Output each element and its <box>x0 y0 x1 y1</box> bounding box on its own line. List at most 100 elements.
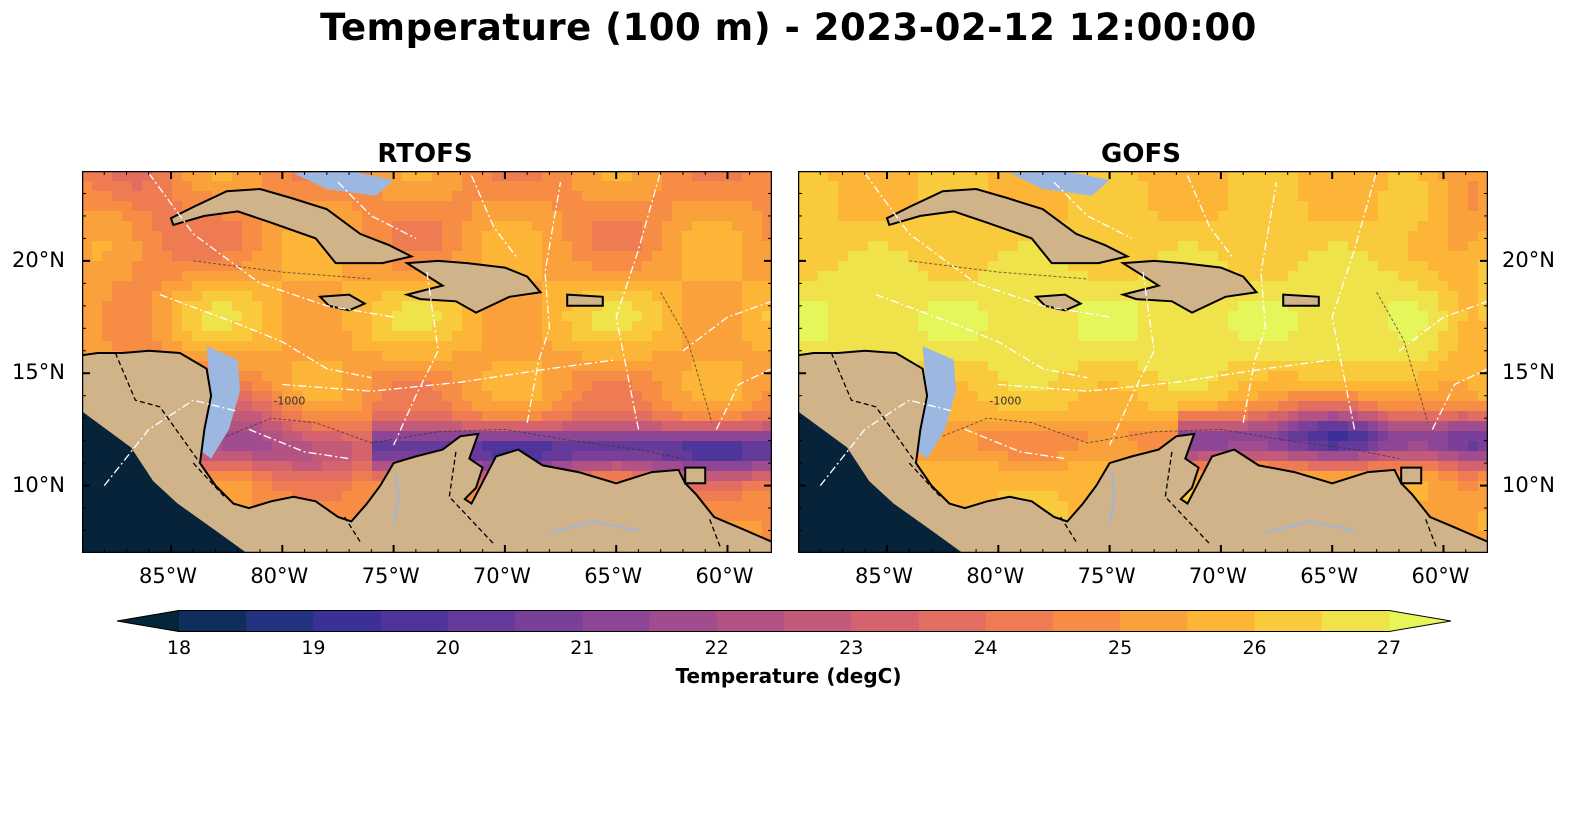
river <box>1265 520 1355 534</box>
lon-tick-label: 75°W <box>1077 564 1136 588</box>
country-border <box>830 352 917 464</box>
maritime-boundary <box>337 181 417 239</box>
colorbar-segment <box>851 610 919 632</box>
maritime-boundary <box>964 428 1066 460</box>
panel-title-rtofs: RTOFS <box>377 139 473 169</box>
river <box>549 520 639 534</box>
colorbar-tick-label: 20 <box>435 637 460 659</box>
shallow-water-bahamas <box>1009 171 1110 196</box>
lon-tick-label: 70°W <box>472 564 531 588</box>
colorbar-segment <box>313 610 382 632</box>
lat-tick-label: 20°N <box>1502 247 1555 272</box>
colorbar-segment <box>1254 610 1323 632</box>
gofs-map: -1000 <box>798 171 1488 553</box>
isobath-contour <box>226 417 684 460</box>
colorbar-tick-label: 18 <box>166 637 192 659</box>
maritime-boundary <box>864 172 1110 318</box>
country-border <box>114 352 201 464</box>
colorbar-tick-label: 19 <box>301 637 326 659</box>
lat-tick-label: 20°N <box>12 247 65 272</box>
land-puertorico <box>1282 293 1320 307</box>
colorbar-segment <box>246 610 314 632</box>
shallow-water-nicaragua <box>202 346 240 459</box>
panel-title-gofs: GOFS <box>1101 139 1181 169</box>
country-border <box>709 519 722 549</box>
map-frame <box>82 171 772 553</box>
colorbar-segment <box>1052 610 1121 632</box>
land-jamaica <box>1033 293 1083 312</box>
maritime-boundary <box>103 399 238 487</box>
land-cuba <box>885 187 1131 265</box>
map-frame <box>798 171 1488 553</box>
colorbar-segment <box>1120 610 1188 632</box>
country-border <box>1164 451 1211 545</box>
colorbar-label: Temperature (degC) <box>675 664 902 688</box>
land-central <box>798 349 1488 553</box>
colorbar-tick-label: 24 <box>973 637 998 659</box>
colorbar-tick-label: 25 <box>1108 637 1133 659</box>
colorbar-segment <box>380 610 449 632</box>
figure-title: Temperature (100 m) - 2023-02-12 12:00:0… <box>320 6 1257 49</box>
river <box>1108 472 1116 524</box>
maritime-boundary <box>393 272 439 446</box>
maritime-boundary <box>875 293 1088 379</box>
colorbar-segment <box>649 610 718 632</box>
lon-tick-label: 85°W <box>855 564 914 588</box>
isobath-contour <box>942 417 1400 460</box>
maritime-boundary <box>998 359 1333 392</box>
maritime-boundary <box>282 359 617 392</box>
lon-tick-label: 75°W <box>361 564 420 588</box>
maritime-boundary <box>715 368 772 430</box>
maritime-boundary <box>159 293 372 379</box>
colorbar-tick-label: 26 <box>1242 637 1267 659</box>
lon-tick-label: 70°W <box>1188 564 1247 588</box>
maritime-boundary <box>1109 272 1155 446</box>
lat-tick-label: 15°N <box>12 360 65 385</box>
country-border <box>448 451 495 545</box>
colorbar-tick-label: 22 <box>704 637 729 659</box>
rtofs-map: -1000 <box>82 171 772 553</box>
colorbar-segment <box>1321 610 1390 632</box>
isobath-contour <box>1376 292 1429 423</box>
colorbar <box>117 610 1451 632</box>
lat-tick-label: 15°N <box>1502 360 1555 385</box>
country-border <box>344 516 361 543</box>
land-central <box>82 349 772 553</box>
maritime-boundary <box>1186 175 1233 257</box>
colorbar-segment <box>985 610 1054 632</box>
isobath-label: -1000 <box>273 395 305 408</box>
maritime-boundary <box>819 399 954 487</box>
colorbar-segment <box>447 610 516 632</box>
maritime-boundary <box>1242 182 1278 423</box>
land-jamaica <box>317 293 367 312</box>
maritime-boundary <box>470 175 517 257</box>
country-border <box>1425 519 1438 549</box>
colorbar-segment <box>582 610 651 632</box>
lon-tick-label: 80°W <box>966 564 1025 588</box>
land-trinidad <box>684 466 707 485</box>
colorbar-segment <box>179 610 247 632</box>
colorbar-segment <box>1187 610 1256 632</box>
lat-tick-label: 10°N <box>1502 472 1555 497</box>
shallow-water-nicaragua <box>918 346 956 459</box>
colorbar-segment <box>784 610 852 632</box>
maritime-boundary <box>1398 300 1488 352</box>
maritime-boundary <box>1331 171 1378 430</box>
isobath-label: -1000 <box>989 395 1021 408</box>
shallow-water-bahamas <box>293 171 394 196</box>
isobath-contour <box>660 292 713 423</box>
colorbar-segment <box>515 610 583 632</box>
lon-tick-label: 60°W <box>1411 564 1470 588</box>
lon-tick-label: 65°W <box>1300 564 1359 588</box>
land-hispaniola <box>403 259 543 314</box>
land-hispaniola <box>1119 259 1259 314</box>
maritime-boundary <box>248 428 350 460</box>
land-trinidad <box>1400 466 1423 485</box>
colorbar-extend-max <box>1389 610 1451 632</box>
pacific-ocean-field <box>82 411 247 553</box>
maritime-boundary <box>682 300 772 352</box>
colorbar-segment <box>716 610 785 632</box>
country-border <box>1060 516 1077 543</box>
lon-tick-label: 80°W <box>250 564 309 588</box>
colorbar-tick-label: 23 <box>839 637 864 659</box>
